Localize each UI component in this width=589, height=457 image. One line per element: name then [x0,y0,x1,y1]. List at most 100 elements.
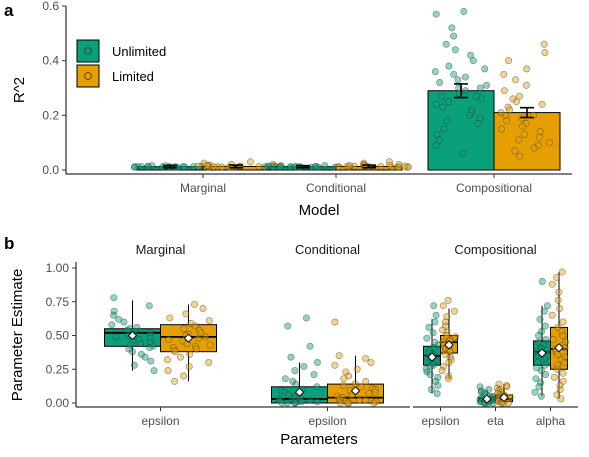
point-alpha-limited [556,304,564,312]
point-marginal-limited [246,158,254,166]
point-epsilon-unlimited [123,326,131,334]
point-alpha-limited [556,385,564,393]
point-epsilon-unlimited [430,302,438,310]
point-compositional-unlimited [448,24,456,32]
point-epsilon-unlimited [313,398,321,406]
y-tick-label: 0.0 [42,163,59,177]
point-epsilon-limited [444,375,452,383]
point-epsilon-unlimited [430,344,438,352]
point-compositional-limited [512,98,520,106]
x-tick-label: Marginal [180,181,226,195]
point-alpha-limited [548,311,556,319]
point-compositional-limited [512,76,520,84]
legend: Unlimited Limited [76,39,166,88]
point-conditional-unlimited [261,163,269,171]
point-compositional-limited [530,144,538,152]
point-compositional-unlimited [483,81,491,89]
point-epsilon-limited [186,350,194,358]
point-epsilon-limited [445,358,453,366]
point-epsilon-limited [362,354,370,362]
point-epsilon-limited [371,385,379,393]
point-marginal-unlimited [137,162,145,170]
point-conditional-unlimited [314,163,322,171]
y-tick-label: 1.00 [46,261,70,275]
point-alpha-unlimited [542,371,550,379]
point-conditional-limited [385,158,393,166]
point-epsilon-limited [331,318,339,326]
point-alpha-limited [550,373,558,381]
point-alpha-unlimited [541,361,549,369]
point-epsilon-limited [439,326,447,334]
point-compositional-limited [540,40,548,48]
panel-b-facets: MarginalepsilonConditionalepsilonComposi… [75,242,578,428]
mean-marker-epsilon-unlimited [294,387,305,397]
point-alpha-limited [559,331,567,339]
point-compositional-limited [497,125,505,133]
facet-conditional: Conditional epsilon [245,242,410,428]
y-tick-label: 0.4 [42,54,59,68]
facet-title-conditional: Conditional [295,242,360,257]
point-epsilon-unlimited [291,367,299,375]
point-epsilon-limited [340,375,348,383]
x-tick-label-epsilon: epsilon [141,414,179,428]
point-epsilon-limited [370,399,378,407]
point-compositional-unlimited [440,125,448,133]
point-compositional-unlimited [476,84,484,92]
point-epsilon-limited [348,391,356,399]
point-marginal-unlimited [165,163,173,171]
point-alpha-limited [559,318,567,326]
point-epsilon-limited [439,363,447,371]
y-tick-label: 0.2 [42,108,59,122]
point-epsilon-unlimited [146,338,154,346]
mean-marker-eta-limited [499,392,509,403]
point-epsilon-limited [365,390,373,398]
point-compositional-limited [500,70,508,78]
point-conditional-limited [346,162,354,170]
point-marginal-unlimited [159,163,167,171]
mean-marker-epsilon-limited [350,386,361,396]
point-epsilon-limited [192,345,200,353]
point-alpha-limited [559,369,567,377]
point-epsilon-limited [351,380,359,388]
point-epsilon-unlimited [423,334,431,342]
point-eta-limited [503,383,511,391]
point-compositional-unlimited [481,65,489,73]
point-compositional-unlimited [439,103,447,111]
point-compositional-limited [505,57,513,65]
point-conditional-limited [401,162,409,170]
x-tick-label: Conditional [306,181,366,195]
point-epsilon-limited [164,367,172,375]
point-epsilon-unlimited [128,348,136,356]
point-alpha-limited [552,273,560,281]
point-epsilon-limited [205,317,213,325]
point-eta-limited [497,399,505,407]
point-marginal-limited [255,162,263,170]
point-compositional-unlimited [443,117,451,125]
point-epsilon-limited [191,342,199,350]
facet-compositional: Compositional epsilon eta alpha [413,242,578,428]
point-epsilon-unlimited [283,399,291,407]
point-epsilon-limited [165,336,173,344]
point-compositional-unlimited [432,141,440,149]
point-alpha-limited [553,365,561,373]
point-alpha-limited [558,356,566,364]
point-conditional-unlimited [292,162,300,170]
y-tick-label: 0.6 [42,0,59,13]
bar-compositional-limited [493,112,561,171]
point-epsilon-limited [163,356,171,364]
point-epsilon-unlimited [150,367,158,375]
point-epsilon-limited [362,377,370,385]
point-epsilon-limited [361,396,369,404]
point-epsilon-unlimited [278,399,286,407]
point-conditional-unlimited [277,162,285,170]
point-epsilon-limited [335,395,343,403]
point-alpha-limited [560,358,568,366]
point-compositional-unlimited [460,7,468,15]
point-compositional-unlimited [450,32,458,40]
point-epsilon-unlimited [281,375,289,383]
point-alpha-unlimited [543,302,551,310]
point-compositional-unlimited [438,92,446,100]
point-epsilon-limited [187,319,195,327]
point-epsilon-limited [176,353,184,361]
